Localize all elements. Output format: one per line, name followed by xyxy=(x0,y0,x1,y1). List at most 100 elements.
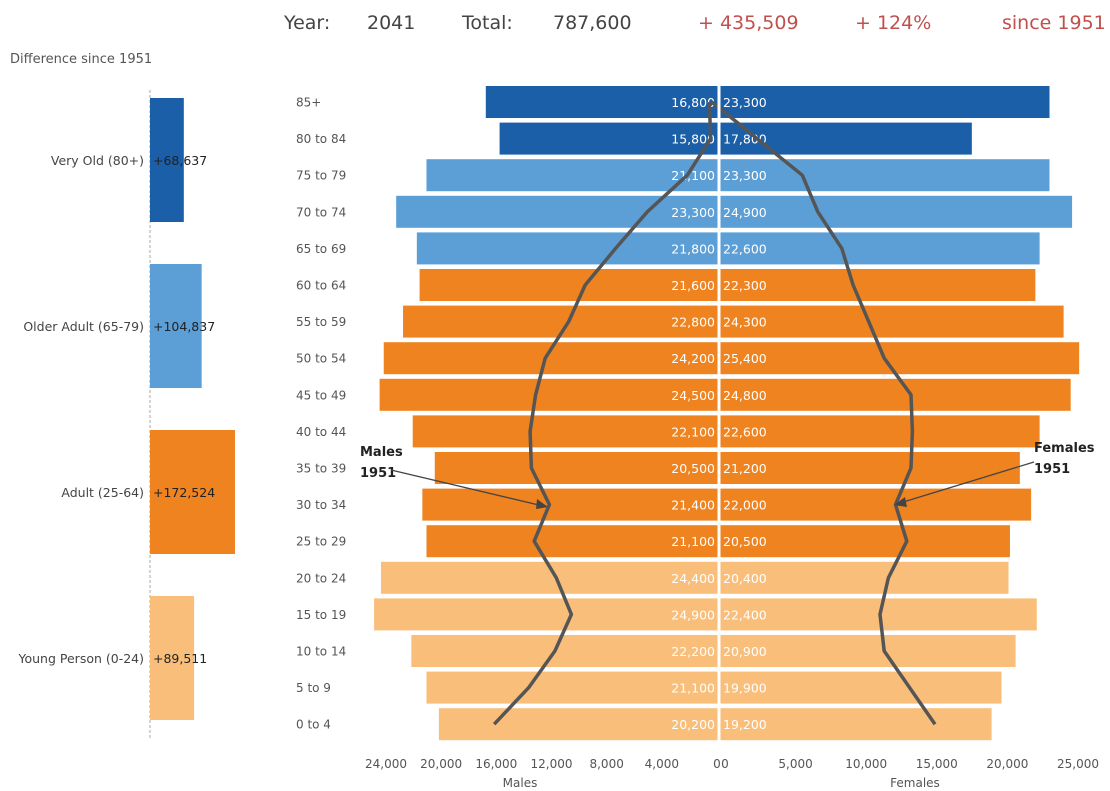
female-bar xyxy=(720,452,1020,484)
males-1951-line xyxy=(492,101,713,726)
females-axis-tick: 5,000 xyxy=(778,757,812,771)
age-group-label: 10 to 14 xyxy=(296,645,346,659)
female-bar xyxy=(720,635,1016,667)
female-value-label: 20,400 xyxy=(723,571,767,586)
females-axis-tick: 20,000 xyxy=(986,757,1028,771)
age-group-label: 0 to 4 xyxy=(296,718,331,732)
male-value-label: 21,100 xyxy=(671,534,715,549)
females-annotation-arrowhead xyxy=(894,497,907,507)
male-bar xyxy=(426,671,718,704)
females-1951-line xyxy=(710,100,937,726)
male-bar xyxy=(416,232,718,265)
male-value-label: 21,600 xyxy=(671,278,715,293)
male-value-label: 20,200 xyxy=(671,717,715,732)
males-axis-tick: 8,000 xyxy=(589,757,623,771)
males-annotation-arrowhead xyxy=(536,499,548,509)
male-value-label: 21,800 xyxy=(671,241,715,256)
age-group-label: 50 to 54 xyxy=(296,352,346,366)
difference-value-label: +172,524 xyxy=(153,485,215,500)
female-value-label: 22,400 xyxy=(723,607,767,622)
male-bar xyxy=(426,525,718,558)
male-value-label: 21,100 xyxy=(671,168,715,183)
male-value-label: 15,800 xyxy=(671,132,715,147)
male-bar xyxy=(374,598,718,631)
female-value-label: 20,900 xyxy=(723,644,767,659)
males-annotation-label: Males xyxy=(360,445,403,460)
difference-absolute: + 435,509 xyxy=(698,12,799,34)
male-value-label: 22,800 xyxy=(671,315,715,330)
difference-panel-title: Difference since 1951 xyxy=(10,52,153,67)
female-value-label: 23,300 xyxy=(723,95,767,110)
females-annotation-arrow xyxy=(899,461,1035,504)
male-bar xyxy=(499,122,718,155)
male-bar xyxy=(438,708,718,741)
age-group-label: 80 to 84 xyxy=(296,132,346,146)
females-axis-tick: 0 xyxy=(721,757,729,771)
males-axis-title: Males xyxy=(503,776,538,790)
year-value: 2041 xyxy=(367,12,416,34)
female-value-label: 20,500 xyxy=(723,534,767,549)
males-axis-tick: 24,000 xyxy=(365,757,407,771)
females-annotation-label: Females xyxy=(1034,441,1095,456)
female-value-label: 24,800 xyxy=(723,388,767,403)
difference-bar xyxy=(150,264,202,388)
female-value-label: 23,300 xyxy=(723,168,767,183)
male-bar xyxy=(412,415,718,448)
males-axis-tick: 12,000 xyxy=(531,757,573,771)
age-group-label: 55 to 59 xyxy=(296,315,346,329)
female-value-label: 22,300 xyxy=(723,278,767,293)
male-bar xyxy=(396,195,718,228)
male-bar xyxy=(434,452,718,484)
female-bar xyxy=(720,342,1080,375)
female-bar xyxy=(720,159,1050,192)
female-bar xyxy=(720,415,1040,448)
difference-group-label: Adult (25-64) xyxy=(61,485,144,500)
males-axis-tick: 0 xyxy=(713,757,721,771)
female-bar xyxy=(720,488,1032,521)
male-bar xyxy=(411,635,718,667)
female-value-label: 24,300 xyxy=(723,315,767,330)
since-label: since 1951 xyxy=(1002,12,1106,34)
male-bar xyxy=(379,378,718,411)
males-annotation-year: 1951 xyxy=(360,466,396,481)
males-axis-tick: 20,000 xyxy=(420,757,462,771)
females-axis-tick: 25,000 xyxy=(1057,757,1099,771)
male-value-label: 23,300 xyxy=(671,205,715,220)
male-value-label: 16,800 xyxy=(671,95,715,110)
male-bar xyxy=(419,269,718,301)
female-value-label: 22,600 xyxy=(723,241,767,256)
age-group-label: 75 to 79 xyxy=(296,169,346,183)
age-group-label: 25 to 29 xyxy=(296,535,346,549)
female-bar xyxy=(720,195,1073,228)
males-annotation-arrow xyxy=(390,469,544,507)
age-group-label: 85+ xyxy=(296,96,321,110)
age-group-label: 5 to 9 xyxy=(296,681,331,695)
female-bar xyxy=(720,305,1064,338)
total-value: 787,600 xyxy=(553,12,632,34)
difference-bar xyxy=(150,430,235,554)
female-bar xyxy=(720,232,1040,265)
difference-bar xyxy=(150,98,184,222)
age-group-label: 65 to 69 xyxy=(296,242,346,256)
male-value-label: 24,500 xyxy=(671,388,715,403)
female-bar xyxy=(720,378,1071,411)
difference-bar xyxy=(150,596,195,720)
age-group-label: 15 to 19 xyxy=(296,608,346,622)
age-group-label: 60 to 64 xyxy=(296,279,346,293)
female-bar xyxy=(720,671,1002,704)
difference-group-label: Very Old (80+) xyxy=(51,153,144,168)
difference-value-label: +68,637 xyxy=(153,153,207,168)
female-value-label: 22,000 xyxy=(723,498,767,513)
total-label: Total: xyxy=(462,12,513,34)
males-axis-tick: 16,000 xyxy=(475,757,517,771)
difference-group-label: Older Adult (65-79) xyxy=(23,319,144,334)
difference-value-label: +89,511 xyxy=(153,651,207,666)
difference-group-label: Young Person (0-24) xyxy=(18,651,144,666)
female-value-label: 21,200 xyxy=(723,461,767,476)
year-label: Year: xyxy=(284,12,331,34)
male-bar xyxy=(485,86,718,118)
age-group-label: 40 to 44 xyxy=(296,425,346,439)
female-bar xyxy=(720,561,1009,594)
female-value-label: 19,200 xyxy=(723,717,767,732)
